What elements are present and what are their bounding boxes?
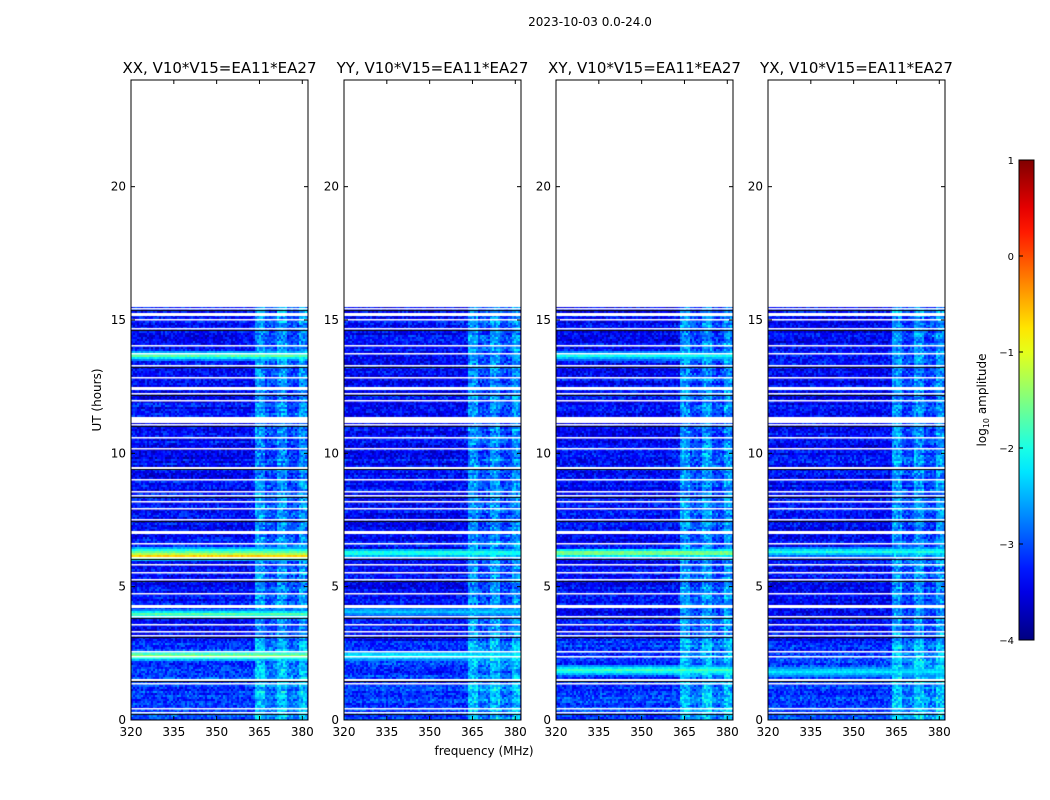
panels-group: XX, V10*V15=EA11*EA27 320 335 350 365 380 0 5 10… bbox=[111, 59, 953, 739]
colorbar-tick-label: −1 bbox=[999, 348, 1014, 359]
y-tick-label: 10 bbox=[111, 446, 126, 460]
x-tick-label: 380 bbox=[928, 725, 951, 739]
y-tick-label: 5 bbox=[118, 580, 126, 594]
x-tick-label: 365 bbox=[885, 725, 908, 739]
x-tick-label: 380 bbox=[291, 725, 314, 739]
x-tick-label: 350 bbox=[630, 725, 653, 739]
colorbar: 1 0 −1 −2 −3 −4 log10 amplitude bbox=[975, 156, 1035, 647]
panel-xx: XX, V10*V15=EA11*EA27 320 335 350 365 380 0 5 10… bbox=[111, 59, 317, 739]
y-tick-label: 5 bbox=[755, 580, 763, 594]
x-tick-label: 350 bbox=[418, 725, 441, 739]
y-tick-label: 0 bbox=[543, 713, 551, 727]
y-tick-label: 5 bbox=[543, 580, 551, 594]
spectrogram-heatmap bbox=[131, 80, 308, 720]
y-tick-label: 20 bbox=[748, 180, 763, 194]
spectrogram-heatmap bbox=[768, 80, 945, 720]
y-axis-label: UT (hours) bbox=[90, 368, 104, 431]
figure-suptitle: 2023-10-03 0.0-24.0 bbox=[528, 15, 652, 29]
spectrogram-heatmap bbox=[344, 80, 521, 720]
x-tick-label: 320 bbox=[545, 725, 568, 739]
panel-title: YY, V10*V15=EA11*EA27 bbox=[336, 59, 529, 77]
x-tick-label: 320 bbox=[757, 725, 780, 739]
x-tick-label: 320 bbox=[333, 725, 356, 739]
y-tick-label: 15 bbox=[536, 313, 551, 327]
colorbar-tick-label: −4 bbox=[999, 636, 1014, 647]
panel-title: XX, V10*V15=EA11*EA27 bbox=[122, 59, 316, 77]
y-tick-label: 10 bbox=[536, 446, 551, 460]
axes-frame bbox=[555, 79, 734, 721]
y-tick-label: 20 bbox=[111, 180, 126, 194]
x-axis-label: frequency (MHz) bbox=[434, 744, 533, 758]
panel-yy: YY, V10*V15=EA11*EA27 320 335 350 365 380 0 5 10… bbox=[324, 59, 529, 739]
x-tick-label: 365 bbox=[461, 725, 484, 739]
y-tick-label: 15 bbox=[324, 313, 339, 327]
x-tick-label: 335 bbox=[587, 725, 610, 739]
panel-yx: YX, V10*V15=EA11*EA27 320 335 350 365 380 0 5 10… bbox=[748, 59, 953, 739]
x-tick-label: 365 bbox=[248, 725, 271, 739]
y-tick-label: 0 bbox=[755, 713, 763, 727]
colorbar-tick-label: −3 bbox=[999, 540, 1014, 551]
colorbar-gradient bbox=[1018, 159, 1035, 641]
axes-frame bbox=[343, 79, 522, 721]
y-tick-label: 15 bbox=[748, 313, 763, 327]
colorbar-label: log10 amplitude bbox=[975, 354, 991, 447]
colorbar-tick-label: −2 bbox=[999, 444, 1014, 455]
x-tick-label: 335 bbox=[375, 725, 398, 739]
x-tick-label: 350 bbox=[842, 725, 865, 739]
x-tick-label: 335 bbox=[162, 725, 185, 739]
panel-xy: XY, V10*V15=EA11*EA27 320 335 350 365 380 0 5 10… bbox=[536, 59, 741, 739]
y-tick-label: 0 bbox=[118, 713, 126, 727]
x-tick-label: 380 bbox=[716, 725, 739, 739]
panel-title: XY, V10*V15=EA11*EA27 bbox=[548, 59, 741, 77]
panel-title: YX, V10*V15=EA11*EA27 bbox=[759, 59, 953, 77]
x-tick-label: 320 bbox=[120, 725, 143, 739]
colorbar-tick-label: 1 bbox=[1008, 156, 1014, 167]
colorbar-tick-label: 0 bbox=[1008, 252, 1014, 263]
y-tick-label: 20 bbox=[324, 180, 339, 194]
x-tick-label: 350 bbox=[205, 725, 228, 739]
spectrogram-heatmap bbox=[556, 80, 733, 720]
axes-frame bbox=[130, 79, 309, 721]
y-tick-label: 10 bbox=[324, 446, 339, 460]
y-tick-label: 10 bbox=[748, 446, 763, 460]
axes-frame bbox=[767, 79, 946, 721]
y-tick-label: 5 bbox=[331, 580, 339, 594]
y-tick-label: 15 bbox=[111, 313, 126, 327]
y-tick-label: 20 bbox=[536, 180, 551, 194]
x-tick-label: 380 bbox=[504, 725, 527, 739]
x-tick-label: 365 bbox=[673, 725, 696, 739]
y-tick-label: 0 bbox=[331, 713, 339, 727]
x-tick-label: 335 bbox=[799, 725, 822, 739]
